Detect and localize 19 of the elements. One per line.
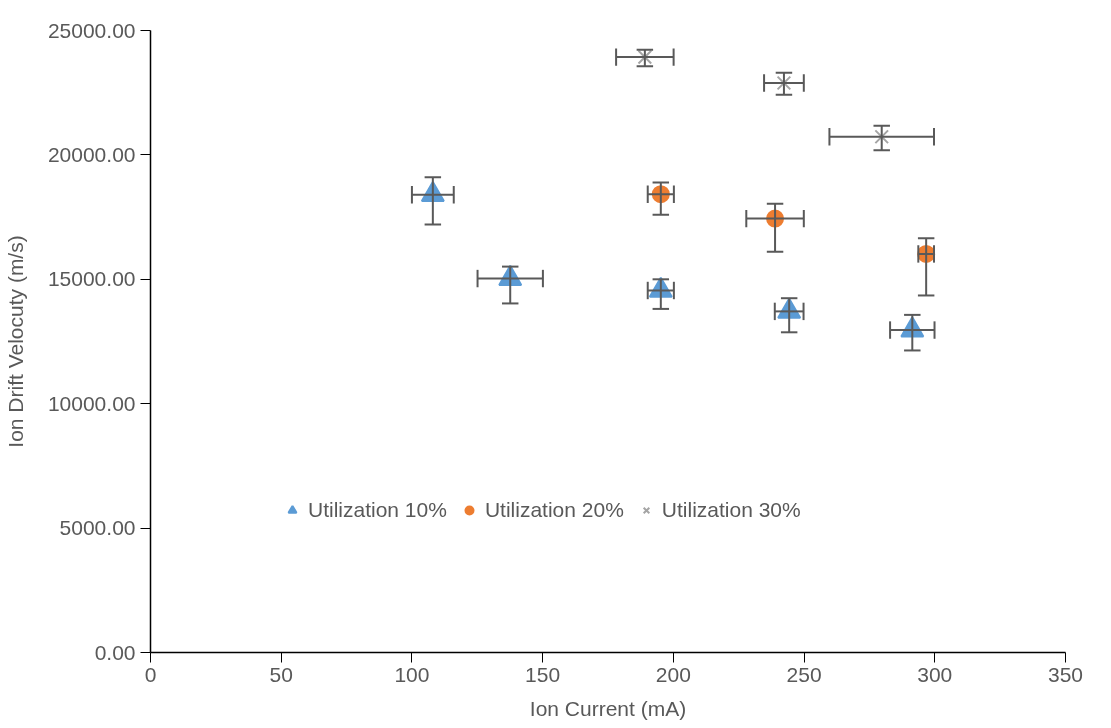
x-tick-label: 250 bbox=[786, 662, 822, 686]
y-tick-label: 25000.00 bbox=[47, 18, 136, 42]
x-tick-label: 50 bbox=[269, 662, 293, 686]
x-tick-label: 0 bbox=[144, 662, 157, 686]
y-tick-label: 10000.00 bbox=[47, 391, 136, 415]
x-tick-label: 350 bbox=[1047, 662, 1084, 686]
y-tick-label: 20000.00 bbox=[47, 142, 136, 166]
legend-label: Utilization 20% bbox=[484, 498, 624, 522]
y-tick-label: 5000.00 bbox=[59, 516, 136, 540]
x-axis-title: Ion Current (mA) bbox=[529, 696, 687, 720]
legend-label: Utilization 30% bbox=[661, 498, 801, 522]
legend-label: Utilization 10% bbox=[308, 498, 447, 522]
x-tick-label: 100 bbox=[394, 662, 430, 686]
x-tick-label: 150 bbox=[525, 662, 561, 686]
x-tick-label: 200 bbox=[655, 662, 691, 686]
y-axis-title: Ion Drift Velocuty (m/s) bbox=[3, 235, 27, 448]
y-tick-label: 15000.00 bbox=[47, 267, 136, 291]
x-tick-label: 300 bbox=[917, 662, 953, 686]
y-tick-label: 0.00 bbox=[94, 640, 136, 664]
